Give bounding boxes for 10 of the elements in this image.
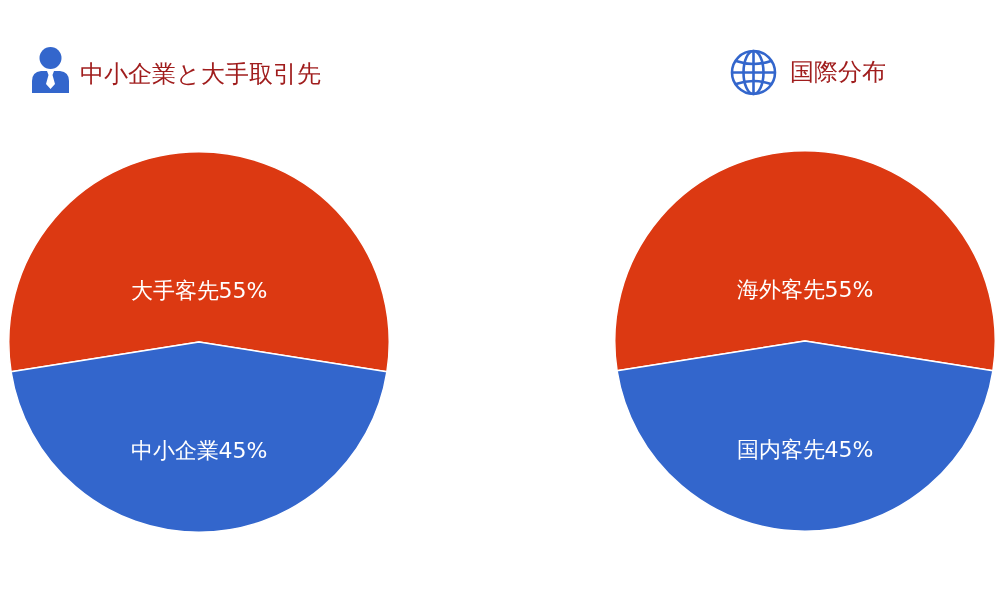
data-label: 45% <box>218 438 268 464</box>
chart-title: 国際分布 <box>790 57 886 87</box>
data-label: 55% <box>824 277 874 303</box>
slice-label: 海外客先 <box>736 277 825 303</box>
slice-label: 中小企業 <box>130 438 219 464</box>
chart-title: 中小企業と大手取引先 <box>80 59 321 89</box>
data-label: 55% <box>218 278 268 304</box>
data-label: 45% <box>824 437 874 463</box>
slice-label: 大手客先 <box>130 278 219 304</box>
slice-label: 国内客先 <box>736 437 825 463</box>
